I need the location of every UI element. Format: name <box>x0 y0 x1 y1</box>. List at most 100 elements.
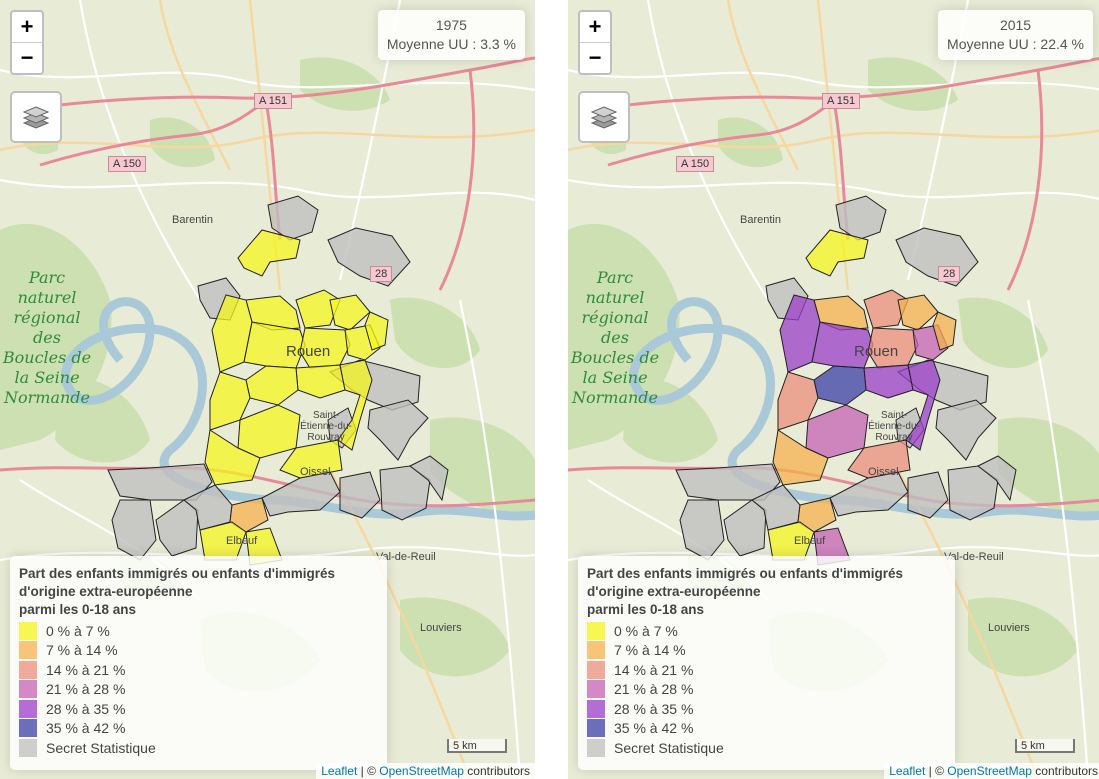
commune-secret-0[interactable] <box>835 195 887 241</box>
commune-16[interactable] <box>337 359 373 451</box>
place-label-louviers: Louviers <box>420 622 462 634</box>
legend-item-4: 28 % à 35 % <box>19 699 378 719</box>
place-label-louviers: Louviers <box>988 622 1030 634</box>
legend-swatch <box>19 660 37 679</box>
commune-secret-0[interactable] <box>267 195 319 241</box>
legend-item-5: 35 % à 42 % <box>19 719 378 739</box>
legend-item-3: 21 % à 28 % <box>19 680 378 700</box>
legend-title-line-2: d'origine extra-européenne <box>19 584 193 599</box>
scale-bar: 5 km <box>1015 739 1075 753</box>
place-label-barentin: Barentin <box>740 214 781 226</box>
commune-0[interactable] <box>805 229 869 277</box>
legend-item-6: Secret Statistique <box>587 738 946 758</box>
commune-0[interactable] <box>237 229 301 277</box>
legend-label: 28 % à 35 % <box>46 700 126 717</box>
commune-13[interactable] <box>772 429 829 486</box>
commune-17[interactable] <box>364 311 389 351</box>
layers-button[interactable] <box>10 91 62 143</box>
legend-label: 0 % à 7 % <box>614 622 678 639</box>
commune-secret-10[interactable] <box>907 471 949 519</box>
legend-label: 7 % à 14 % <box>614 642 686 659</box>
info-year: 2015 <box>999 17 1032 33</box>
info-average: Moyenne UU : 22.4 % <box>947 36 1084 52</box>
commune-secret-10[interactable] <box>339 471 381 519</box>
park-label: Parc naturel régional des Boucles de la … <box>2 268 92 407</box>
legend-swatch <box>19 641 37 660</box>
zoom-out-button[interactable]: − <box>12 42 42 73</box>
commune-secret-4[interactable] <box>935 399 997 461</box>
legend-label: 21 % à 28 % <box>46 681 126 698</box>
legend-swatch <box>587 660 605 679</box>
osm-link[interactable]: OpenStreetMap <box>947 764 1032 778</box>
legend-swatch <box>587 719 605 738</box>
leaflet-link[interactable]: Leaflet <box>321 764 358 778</box>
place-label-elbeuf: Elbeuf <box>794 535 826 547</box>
legend-item-6: Secret Statistique <box>19 738 378 758</box>
commune-secret-12[interactable] <box>977 455 1017 502</box>
zoom-in-button[interactable]: + <box>20 14 34 39</box>
map-panel-1975[interactable]: A 151 A 150 28 Parc naturel régional des… <box>0 0 535 779</box>
legend-swatch <box>19 738 37 757</box>
attribution: Leaflet | © OpenStreetMap contributors <box>884 763 1099 779</box>
legend-title-line-3: parmi les 0-18 ans <box>19 602 137 617</box>
zoom-control: + − <box>578 10 612 75</box>
info-box: 1975 Moyenne UU : 3.3 % <box>377 10 525 60</box>
legend-label: Secret Statistique <box>46 739 156 756</box>
legend-swatch <box>19 699 37 718</box>
legend-swatch <box>587 621 605 640</box>
info-box: 2015 Moyenne UU : 22.4 % <box>938 10 1093 60</box>
attribution-separator: | © <box>357 764 380 778</box>
legend-item-2: 14 % à 21 % <box>587 660 946 680</box>
place-label-elbeuf: Elbeuf <box>226 535 258 547</box>
legend-item-3: 21 % à 28 % <box>587 680 946 700</box>
commune-3[interactable] <box>897 294 939 331</box>
legend-item-2: 14 % à 21 % <box>19 660 378 680</box>
legend-label: 35 % à 42 % <box>614 720 694 737</box>
commune-12[interactable] <box>847 439 911 479</box>
layers-icon <box>22 106 50 129</box>
commune-3[interactable] <box>329 294 371 331</box>
commune-15[interactable] <box>767 521 815 561</box>
commune-12[interactable] <box>279 439 343 479</box>
zoom-control: + − <box>10 10 44 75</box>
leaflet-link[interactable]: Leaflet <box>889 764 926 778</box>
osm-link[interactable]: OpenStreetMap <box>379 764 464 778</box>
map-panel-2015[interactable]: A 151 A 150 28 Parc naturel régional des… <box>568 0 1099 779</box>
communes-layer <box>107 195 449 566</box>
legend-swatch <box>587 680 605 699</box>
road-label-a151: A 151 <box>254 93 293 109</box>
place-label-rouen: Rouen <box>286 343 331 360</box>
legend-label: 21 % à 28 % <box>614 681 694 698</box>
legend-swatch <box>587 738 605 757</box>
layers-icon <box>590 106 618 129</box>
commune-15[interactable] <box>199 521 247 561</box>
road-label-28: 28 <box>370 266 393 282</box>
commune-14[interactable] <box>229 497 269 533</box>
place-label-val-de-reuil: Val-de-Reuil <box>944 551 1004 563</box>
legend-label: Secret Statistique <box>614 739 724 756</box>
legend-items: 0 % à 7 % 7 % à 14 % 14 % à 21 % 21 % à 28 … <box>19 621 378 758</box>
attribution-separator: | © <box>925 764 948 778</box>
legend-title-line-3: parmi les 0-18 ans <box>587 602 705 617</box>
park-label: Parc naturel régional des Boucles de la … <box>570 268 660 407</box>
commune-17[interactable] <box>932 311 957 351</box>
commune-16[interactable] <box>905 359 941 451</box>
road-label-a151: A 151 <box>822 93 861 109</box>
road-label-28: 28 <box>938 266 961 282</box>
commune-secret-12[interactable] <box>409 455 449 502</box>
commune-13[interactable] <box>204 429 261 486</box>
road-label-a150: A 150 <box>108 156 147 172</box>
commune-secret-4[interactable] <box>367 399 429 461</box>
legend-label: 7 % à 14 % <box>46 642 118 659</box>
zoom-out-button[interactable]: − <box>580 42 610 73</box>
legend-swatch <box>587 699 605 718</box>
layers-button[interactable] <box>578 91 630 143</box>
attribution: Leaflet | © OpenStreetMap contributors <box>316 763 535 779</box>
zoom-in-button[interactable]: + <box>588 14 602 39</box>
commune-14[interactable] <box>797 497 837 533</box>
legend-title-line-2: d'origine extra-européenne <box>587 584 761 599</box>
place-label-saint-etienne: Saint-Étienne-du-Rouvray <box>868 410 920 443</box>
legend-items: 0 % à 7 % 7 % à 14 % 14 % à 21 % 21 % à 28 … <box>587 621 946 758</box>
legend-item-1: 7 % à 14 % <box>587 641 946 661</box>
place-label-oissel: Oissel <box>868 466 899 478</box>
